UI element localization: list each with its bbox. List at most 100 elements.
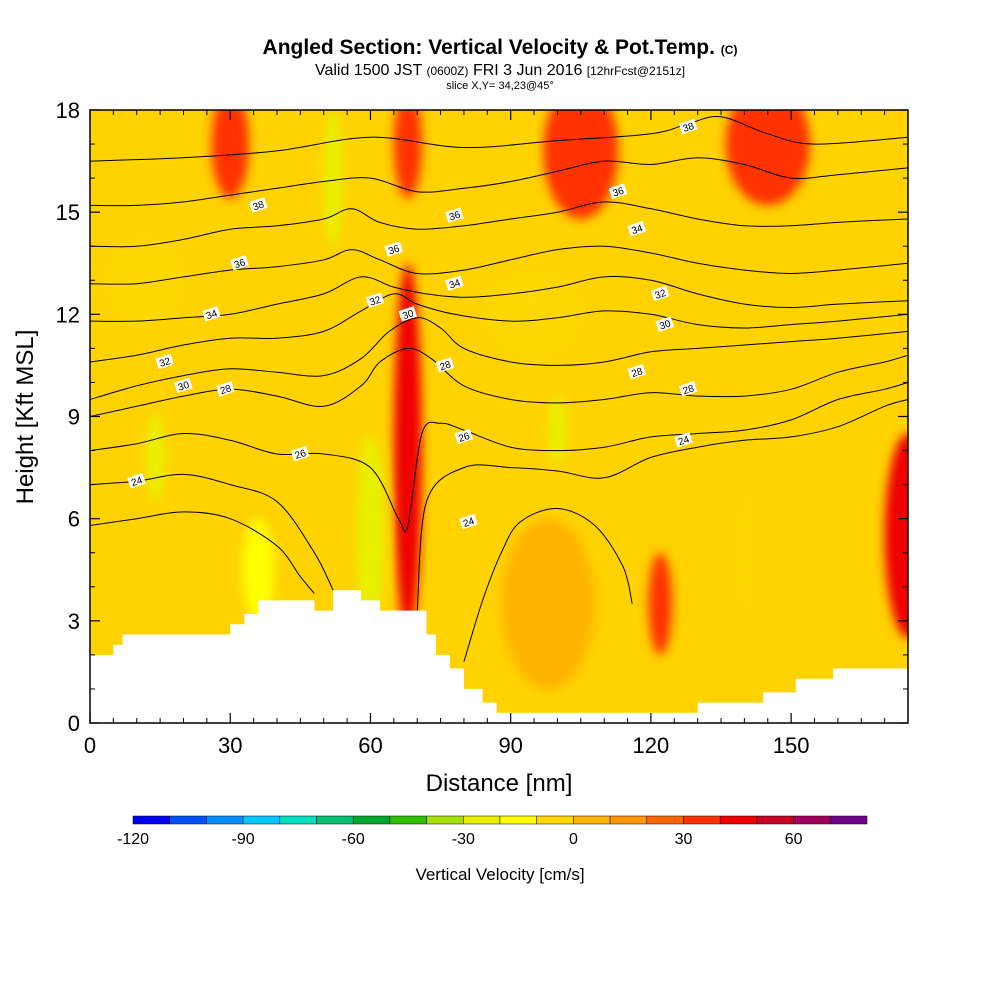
- chart-title: Angled Section: Vertical Velocity & Pot.…: [0, 36, 1000, 62]
- contour-label-text: 28: [682, 383, 696, 397]
- velocity-field: [99, 110, 908, 689]
- velocity-cell-10: [548, 396, 567, 465]
- velocity-cell-12: [146, 413, 165, 502]
- x-tick-label: 120: [633, 733, 670, 758]
- x-axis: 0 30 60 90 120 150: [84, 110, 886, 758]
- contour-label-box: [174, 377, 193, 394]
- contour-label-box: [459, 513, 478, 530]
- contour-label-box: [398, 306, 418, 322]
- contour-label-box: [248, 197, 268, 213]
- contour-label-box: [608, 183, 628, 199]
- colorbar-swatch: [683, 815, 721, 825]
- velocity-cell-2: [884, 433, 908, 638]
- y-tick-label: 12: [56, 302, 80, 327]
- colorbar-swatch: [793, 815, 831, 825]
- contour-label-text: 24: [677, 434, 691, 448]
- contour-label-box: [230, 255, 249, 271]
- contour-label-text: 28: [219, 383, 233, 397]
- plot-area: 24 24 24 26 26 28 28 28 28 30 30 30 32 32 32 34 34 34 36 36…: [90, 110, 908, 723]
- contour-label-text: 28: [439, 359, 453, 373]
- contour-label-box: [627, 364, 647, 380]
- valid-time: Valid 1500 JST: [314, 62, 422, 79]
- colorbar: -120 -90 -60 -30 0 30 60: [117, 815, 868, 848]
- theta-contours: [90, 115, 908, 662]
- velocity-background: [90, 110, 908, 723]
- velocity-cell-9: [356, 433, 385, 638]
- contour-label-text: 30: [177, 380, 191, 394]
- contour-label: 28: [627, 364, 647, 380]
- contour-label-text: 24: [462, 516, 476, 530]
- theta-contour-36: [90, 201, 908, 248]
- theta-contour-28: [90, 347, 908, 417]
- x-tick-label: 150: [773, 733, 810, 758]
- contour-label: 28: [435, 357, 455, 373]
- contour-label-box: [216, 381, 235, 397]
- colorbar-label: 30: [675, 831, 693, 848]
- theta-contour-24: [463, 507, 633, 662]
- contour-label-box: [650, 285, 670, 302]
- colorbar-swatch: [609, 815, 648, 825]
- contour-label-text: 28: [630, 366, 644, 380]
- forecast-info: [12hrFcst@2151z]: [586, 64, 686, 78]
- contour-label-box: [202, 306, 221, 322]
- colorbar-swatch: [573, 815, 611, 825]
- contour-label: 24: [674, 432, 693, 448]
- theta-contour-32: [90, 293, 908, 363]
- valid-date: FRI 3 Jun 2016: [472, 62, 583, 79]
- contour-label: 34: [202, 306, 221, 322]
- contour-label: 30: [174, 377, 193, 394]
- contour-label-box: [290, 445, 310, 462]
- theta-contour-34: [90, 276, 908, 322]
- contour-label-text: 38: [252, 199, 266, 213]
- contour-label-text: 32: [368, 295, 382, 309]
- colorbar-swatch: [756, 815, 794, 825]
- colorbar-label: -120: [117, 831, 149, 848]
- contour-label: 34: [445, 275, 464, 292]
- contour-label: 36: [608, 183, 628, 200]
- title-text: Angled Section: Vertical Velocity & Pot.…: [262, 36, 715, 59]
- contour-label: 26: [454, 428, 474, 445]
- colorbar-swatch: [536, 815, 574, 825]
- velocity-cell-15: [99, 229, 193, 332]
- velocity-cell-13: [732, 450, 757, 655]
- colorbar-swatch: [719, 815, 758, 825]
- contour-label: 30: [398, 306, 418, 322]
- title-tag: (C): [720, 43, 738, 57]
- valid-utc: (0600Z): [426, 64, 469, 78]
- contour-label: 38: [678, 118, 698, 135]
- theta-contour-24: [90, 511, 315, 594]
- velocity-cell-11: [323, 110, 343, 247]
- contour-label-text: 24: [130, 475, 144, 489]
- contour-label-box: [155, 353, 174, 370]
- velocity-cell-7: [725, 110, 810, 206]
- velocity-cell-5: [393, 110, 422, 199]
- theta-contour-38: [90, 157, 908, 207]
- contour-label-box: [445, 207, 464, 223]
- contour-label: 32: [155, 353, 174, 370]
- colorbar-label: 0: [569, 831, 578, 848]
- contour-label: 24: [459, 513, 478, 530]
- chart-subtitle: Valid 1500 JST (0600Z) FRI 3 Jun 2016 [1…: [0, 62, 1000, 80]
- colorbar-swatch: [279, 815, 317, 825]
- contour-label-text: 36: [448, 209, 462, 223]
- contour-labels: 24 24 24 26 26 28 28 28 28 30 30 30 32 32 32 34 34 34 36 36…: [127, 118, 698, 530]
- contour-label-text: 36: [387, 243, 401, 257]
- contour-label-text: 32: [654, 288, 668, 302]
- x-tick-label: 60: [358, 733, 382, 758]
- colorbar-label: -30: [452, 831, 475, 848]
- contour-label: 36: [384, 241, 403, 258]
- colorbar-swatch: [352, 815, 391, 825]
- contour-label-box: [454, 428, 474, 445]
- y-tick-label: 6: [68, 507, 80, 532]
- contour-label-text: 34: [630, 223, 644, 237]
- contour-label: 24: [127, 473, 146, 489]
- contour-label-text: 26: [457, 431, 471, 445]
- colorbar-swatch: [389, 815, 427, 825]
- colorbar-swatch: [463, 815, 501, 825]
- contour-label: 36: [230, 255, 249, 271]
- contour-label: 32: [365, 292, 385, 309]
- contour-label-text: 38: [682, 121, 696, 135]
- contour-label-text: 30: [401, 308, 415, 322]
- y-tick-label: 9: [68, 405, 80, 430]
